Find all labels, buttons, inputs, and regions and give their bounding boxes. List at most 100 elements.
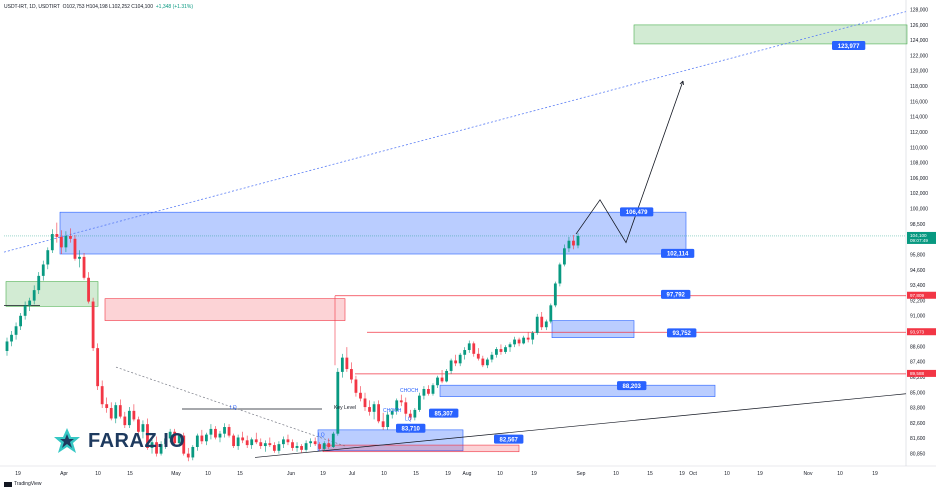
tradingview-icon bbox=[4, 481, 12, 487]
candle-body bbox=[82, 256, 86, 278]
x-tick-label: 19 bbox=[531, 471, 537, 477]
y-tick-label: 120,000 bbox=[910, 69, 928, 75]
y-tick-label: 98,500 bbox=[910, 222, 926, 228]
faraz-logo-icon bbox=[54, 428, 80, 453]
candle-body bbox=[458, 354, 462, 364]
candle-body bbox=[277, 444, 281, 451]
y-tick-label: 94,600 bbox=[910, 268, 926, 274]
projection-path bbox=[575, 80, 684, 244]
candle-body bbox=[41, 264, 45, 276]
candle-body bbox=[440, 377, 444, 382]
candle-body bbox=[268, 443, 272, 446]
annotation-choch-1: CHOCH bbox=[383, 408, 402, 414]
callout-label-1: 106,479 bbox=[626, 210, 648, 216]
callout-label-0: 123,977 bbox=[838, 44, 860, 50]
candle-body bbox=[105, 404, 109, 409]
candle-body bbox=[191, 446, 195, 458]
candle-body bbox=[562, 248, 566, 265]
x-tick-label: 10 bbox=[613, 471, 619, 477]
candle-body bbox=[263, 443, 267, 447]
zone-target-5 bbox=[633, 24, 908, 45]
annotation-key-level-0: Key Level bbox=[334, 405, 356, 411]
candle-body bbox=[558, 264, 562, 284]
zone-demand-3 bbox=[317, 429, 464, 452]
y-tick-label: 93,400 bbox=[910, 283, 926, 289]
candle-body bbox=[159, 444, 163, 454]
candle-body bbox=[141, 424, 145, 432]
candle-body bbox=[576, 235, 580, 246]
candle-body bbox=[64, 235, 68, 248]
symbol-label: USDT-IRT, 1D, USDTIRT bbox=[4, 4, 60, 10]
candle-body bbox=[164, 438, 168, 445]
candle-body bbox=[236, 437, 240, 447]
candle-body bbox=[227, 427, 231, 436]
ohlc-readout: O102,753 H104,198 L102,252 C104,100 bbox=[62, 4, 153, 10]
candle-body bbox=[395, 400, 399, 411]
candle-body bbox=[19, 315, 23, 327]
candle-body bbox=[5, 341, 9, 351]
candle-body bbox=[549, 305, 553, 322]
candle-body bbox=[454, 360, 458, 364]
x-tick-label: 15 bbox=[237, 471, 243, 477]
y-tick-label: 118,000 bbox=[910, 84, 928, 90]
candle-body bbox=[567, 240, 571, 249]
candle-body bbox=[449, 360, 453, 371]
candle-body bbox=[535, 316, 539, 333]
candle-body bbox=[114, 405, 118, 419]
callout-label-4: 93,752 bbox=[673, 331, 692, 337]
x-tick-label: 10 bbox=[837, 471, 843, 477]
candle-body bbox=[327, 443, 331, 447]
candle-body bbox=[155, 442, 158, 454]
annotation-lq-2: LQ bbox=[405, 416, 412, 422]
candle-body bbox=[204, 434, 208, 442]
candle-body bbox=[291, 442, 294, 448]
candle-body bbox=[218, 433, 222, 438]
candle-body bbox=[282, 439, 285, 445]
x-tick-label: 10 bbox=[95, 471, 101, 477]
candle-body bbox=[467, 343, 471, 351]
candle-body bbox=[241, 437, 245, 441]
y-tick-label: 95,800 bbox=[910, 252, 926, 258]
candle-body bbox=[517, 339, 521, 344]
callout-box-8 bbox=[494, 434, 524, 444]
candle-body bbox=[372, 404, 376, 412]
x-tick-label: 19 bbox=[679, 471, 685, 477]
zone-base-6 bbox=[5, 281, 99, 307]
candle-body bbox=[485, 359, 489, 366]
y-tick-label: 102,000 bbox=[910, 191, 928, 197]
candle-body bbox=[377, 404, 381, 422]
y-tick-label: 126,000 bbox=[910, 23, 928, 29]
candle-body bbox=[572, 240, 575, 246]
candle-body bbox=[91, 301, 95, 349]
candle-body bbox=[214, 428, 217, 438]
candle-body bbox=[495, 349, 498, 355]
candle-body bbox=[413, 409, 417, 418]
candle-body bbox=[209, 428, 213, 435]
callout-box-2 bbox=[661, 248, 695, 258]
x-tick-label: Jul bbox=[349, 471, 355, 477]
candle-body bbox=[499, 349, 503, 352]
price-tag-label-3: 89,588 bbox=[910, 371, 924, 376]
candle-body bbox=[272, 445, 276, 451]
x-tick-label: 15 bbox=[647, 471, 653, 477]
x-tick-label: 19 bbox=[320, 471, 326, 477]
candle-body bbox=[404, 402, 408, 414]
candle-body bbox=[345, 357, 349, 370]
candle-body bbox=[73, 238, 77, 259]
zone-supply-4 bbox=[104, 298, 346, 321]
price-tag-box-3 bbox=[907, 369, 936, 377]
candle-body bbox=[259, 442, 263, 447]
price-tag-label-0: 104,100 bbox=[910, 233, 927, 238]
candle-body bbox=[55, 234, 59, 237]
tradingview-mark: TradingView bbox=[4, 481, 42, 487]
callout-label-7: 83,710 bbox=[402, 427, 421, 433]
candle-body bbox=[522, 337, 526, 344]
candle-body bbox=[399, 400, 403, 403]
y-tick-label: 91,000 bbox=[910, 314, 926, 320]
callout-label-6: 85,307 bbox=[435, 411, 454, 417]
x-tick-label: 15 bbox=[413, 471, 419, 477]
candle-body bbox=[200, 435, 204, 442]
x-tick-label: Apr bbox=[60, 471, 68, 477]
candle-body bbox=[504, 347, 507, 352]
